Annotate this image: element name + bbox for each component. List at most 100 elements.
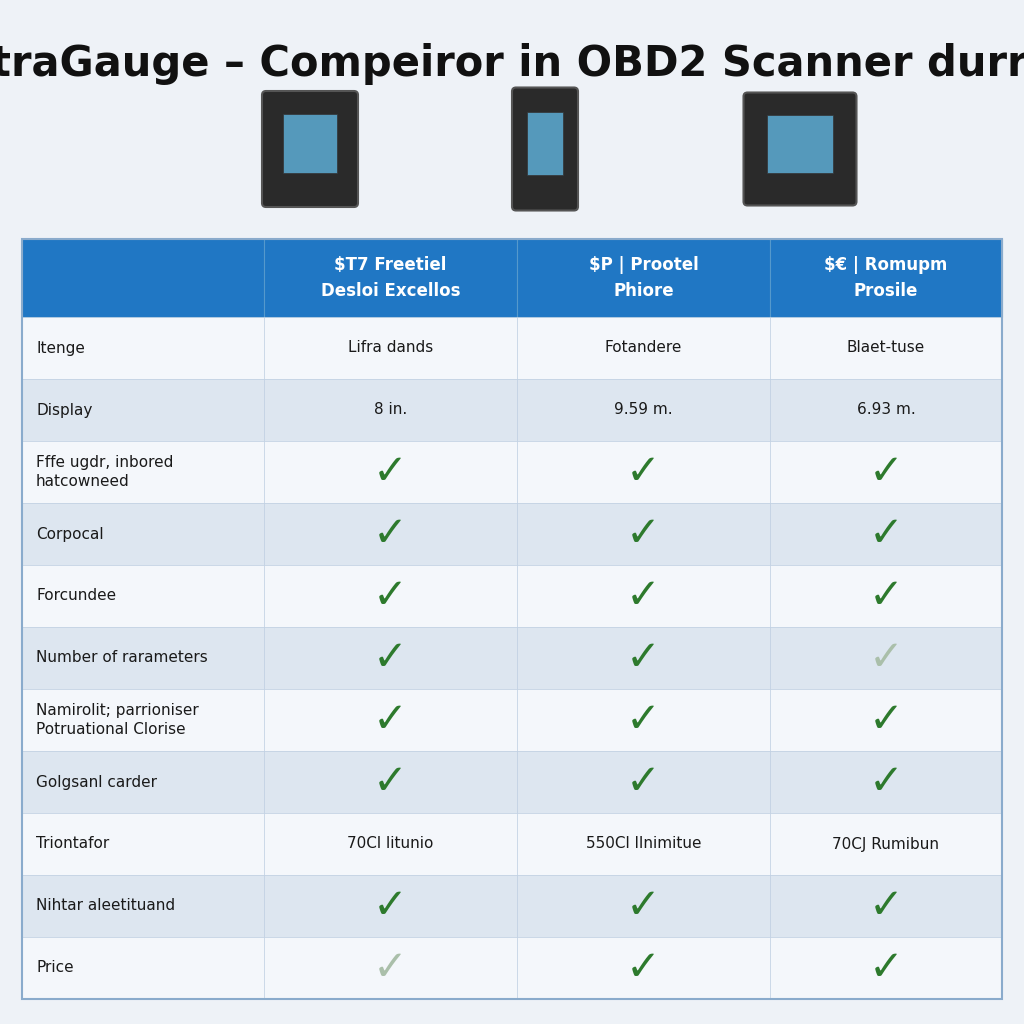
Bar — [264, 751, 517, 813]
Bar — [22, 565, 264, 627]
Text: 9.59 m.: 9.59 m. — [614, 402, 673, 418]
Text: Namirolit; parrioniser
Potruational Clorise: Namirolit; parrioniser Potruational Clor… — [36, 702, 199, 737]
Bar — [264, 503, 517, 565]
Bar — [517, 874, 770, 937]
Bar — [22, 441, 264, 503]
Bar — [22, 813, 264, 874]
Text: Itenge: Itenge — [36, 341, 85, 355]
Bar — [770, 689, 1002, 751]
Text: ✓: ✓ — [626, 699, 660, 741]
Text: Golgsanl carder: Golgsanl carder — [36, 774, 157, 790]
Text: ✓: ✓ — [373, 575, 408, 617]
Bar — [767, 115, 833, 173]
Bar — [770, 379, 1002, 441]
Bar — [22, 937, 264, 999]
Text: 8 in.: 8 in. — [374, 402, 408, 418]
FancyBboxPatch shape — [512, 87, 578, 211]
Bar — [22, 379, 264, 441]
Text: Display: Display — [36, 402, 92, 418]
Bar — [22, 239, 264, 317]
Text: ✓: ✓ — [868, 885, 903, 927]
Text: ✓: ✓ — [868, 637, 903, 679]
Text: $P | Prootel
Phiore: $P | Prootel Phiore — [589, 256, 698, 299]
Text: Number of rarameters: Number of rarameters — [36, 650, 208, 666]
Bar — [770, 627, 1002, 689]
Bar — [22, 751, 264, 813]
Bar — [770, 813, 1002, 874]
Text: ✓: ✓ — [626, 575, 660, 617]
Text: ✓: ✓ — [373, 513, 408, 555]
Bar — [770, 874, 1002, 937]
Text: ✓: ✓ — [868, 513, 903, 555]
Text: UltraGauge – Compeiror in OBD2 Scanner durros: UltraGauge – Compeiror in OBD2 Scanner d… — [0, 43, 1024, 85]
Text: ✓: ✓ — [373, 637, 408, 679]
Bar — [517, 379, 770, 441]
Text: ✓: ✓ — [373, 947, 408, 989]
Text: Fotandere: Fotandere — [605, 341, 682, 355]
Bar — [770, 937, 1002, 999]
Bar — [22, 627, 264, 689]
Text: ✓: ✓ — [868, 451, 903, 493]
Bar — [264, 627, 517, 689]
Text: ✓: ✓ — [626, 513, 660, 555]
FancyBboxPatch shape — [262, 91, 358, 207]
Bar — [517, 689, 770, 751]
Bar — [527, 112, 563, 175]
Text: 70Cl litunio: 70Cl litunio — [347, 837, 434, 852]
Bar — [264, 813, 517, 874]
Text: 550Cl lInimitue: 550Cl lInimitue — [586, 837, 701, 852]
Text: Blaet-tuse: Blaet-tuse — [847, 341, 925, 355]
Bar — [264, 937, 517, 999]
Bar — [22, 239, 1002, 999]
Text: Lifra dands: Lifra dands — [348, 341, 433, 355]
Bar — [264, 874, 517, 937]
Bar — [517, 627, 770, 689]
Bar — [517, 239, 770, 317]
Text: 70CJ Rumibun: 70CJ Rumibun — [833, 837, 939, 852]
Text: ✓: ✓ — [868, 699, 903, 741]
Bar — [264, 317, 517, 379]
Bar — [22, 503, 264, 565]
Text: ✓: ✓ — [373, 885, 408, 927]
Bar — [770, 503, 1002, 565]
Text: ✓: ✓ — [626, 885, 660, 927]
Bar — [517, 813, 770, 874]
Text: ✓: ✓ — [373, 761, 408, 803]
Bar — [770, 751, 1002, 813]
Text: ✓: ✓ — [626, 947, 660, 989]
Text: Corpocal: Corpocal — [36, 526, 103, 542]
Bar — [770, 565, 1002, 627]
Text: ✓: ✓ — [868, 947, 903, 989]
Text: Nihtar aleetituand: Nihtar aleetituand — [36, 898, 175, 913]
Bar — [264, 379, 517, 441]
Text: ✓: ✓ — [373, 451, 408, 493]
Text: $T7 Freetiel
Desloi Excellos: $T7 Freetiel Desloi Excellos — [321, 256, 460, 299]
Bar — [517, 565, 770, 627]
Bar — [770, 441, 1002, 503]
Text: ✓: ✓ — [373, 699, 408, 741]
Bar — [22, 874, 264, 937]
Bar — [283, 114, 337, 173]
Bar — [770, 317, 1002, 379]
Bar — [517, 751, 770, 813]
Text: Price: Price — [36, 961, 74, 976]
Bar — [517, 441, 770, 503]
Bar — [22, 689, 264, 751]
Text: ✓: ✓ — [626, 761, 660, 803]
Bar — [264, 565, 517, 627]
Text: Fffe ugdr, inbored
hatcowneed: Fffe ugdr, inbored hatcowneed — [36, 455, 173, 489]
Bar — [264, 239, 517, 317]
Text: ✓: ✓ — [868, 761, 903, 803]
Text: ✓: ✓ — [626, 451, 660, 493]
Bar — [22, 317, 264, 379]
Text: Triontafor: Triontafor — [36, 837, 110, 852]
Text: ✓: ✓ — [868, 575, 903, 617]
Bar — [517, 503, 770, 565]
Bar — [770, 239, 1002, 317]
Text: 6.93 m.: 6.93 m. — [857, 402, 915, 418]
Bar — [264, 689, 517, 751]
Text: ✓: ✓ — [626, 637, 660, 679]
Text: Forcundee: Forcundee — [36, 589, 116, 603]
Bar — [264, 441, 517, 503]
Bar — [517, 937, 770, 999]
